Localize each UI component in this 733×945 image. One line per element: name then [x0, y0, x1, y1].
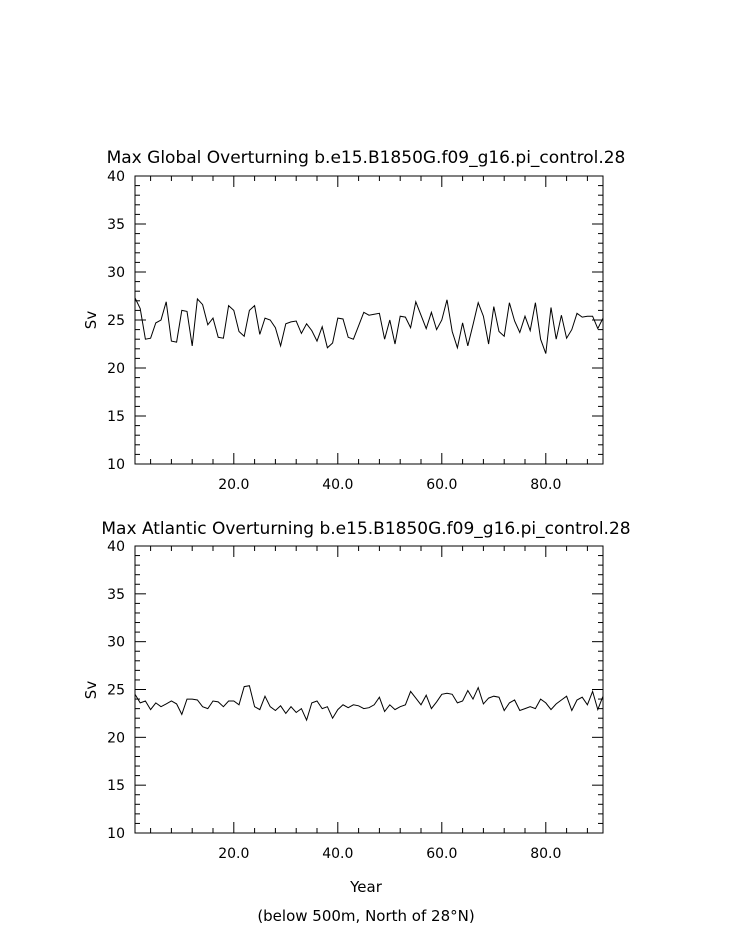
global-series-line: [134, 297, 604, 354]
atlantic-ytick-label: 30: [107, 635, 125, 651]
atlantic-ytick-label: 20: [107, 730, 125, 746]
atlantic-ytick-label: 40: [107, 539, 125, 555]
global-xtick-label: 60.0: [426, 477, 457, 493]
atlantic-xtick-label: 20.0: [218, 846, 249, 862]
global-ytick-label: 20: [107, 361, 125, 377]
atlantic-axis-ticks: [135, 545, 603, 834]
global-xtick-label: 20.0: [218, 477, 249, 493]
atlantic-xtick-label: 40.0: [322, 846, 353, 862]
atlantic-overturning-panel: Max Atlantic Overturning b.e15.B1850G.f0…: [82, 519, 631, 896]
global-overturning-panel: Max Global Overturning b.e15.B1850G.f09_…: [82, 148, 625, 493]
atlantic-xtick-label: 80.0: [530, 846, 561, 862]
global-ytick-label: 40: [107, 169, 125, 185]
global-y-axis-label: Sv: [82, 311, 100, 330]
footer-note: (below 500m, North of 28°N): [257, 907, 474, 925]
global-ytick-label: 35: [107, 217, 125, 233]
atlantic-chart-title: Max Atlantic Overturning b.e15.B1850G.f0…: [101, 519, 630, 539]
global-tick-labels: 10 15 20 25 30 35 40 20.0 40.0 60.0 80.0: [107, 169, 561, 493]
global-chart-title: Max Global Overturning b.e15.B1850G.f09_…: [107, 148, 626, 168]
atlantic-ytick-label: 15: [107, 778, 125, 794]
atlantic-x-axis-label: Year: [349, 878, 383, 896]
global-xtick-label: 40.0: [322, 477, 353, 493]
global-xtick-label: 80.0: [530, 477, 561, 493]
atlantic-series-line: [134, 685, 604, 722]
global-plot-frame: [134, 175, 604, 465]
global-ytick-label: 10: [107, 457, 125, 473]
atlantic-y-axis-label: Sv: [82, 681, 100, 700]
global-ytick-label: 30: [107, 265, 125, 281]
global-ytick-label: 15: [107, 409, 125, 425]
atlantic-ytick-label: 35: [107, 587, 125, 603]
atlantic-tick-labels: 10 15 20 25 30 35 40 20.0 40.0 60.0 80.0: [107, 539, 561, 862]
atlantic-ytick-label: 10: [107, 826, 125, 842]
atlantic-xtick-label: 60.0: [426, 846, 457, 862]
atlantic-plot-frame: [134, 545, 604, 834]
atlantic-ytick-label: 25: [107, 683, 125, 699]
global-axis-ticks: [135, 175, 603, 465]
global-ytick-label: 25: [107, 313, 125, 329]
